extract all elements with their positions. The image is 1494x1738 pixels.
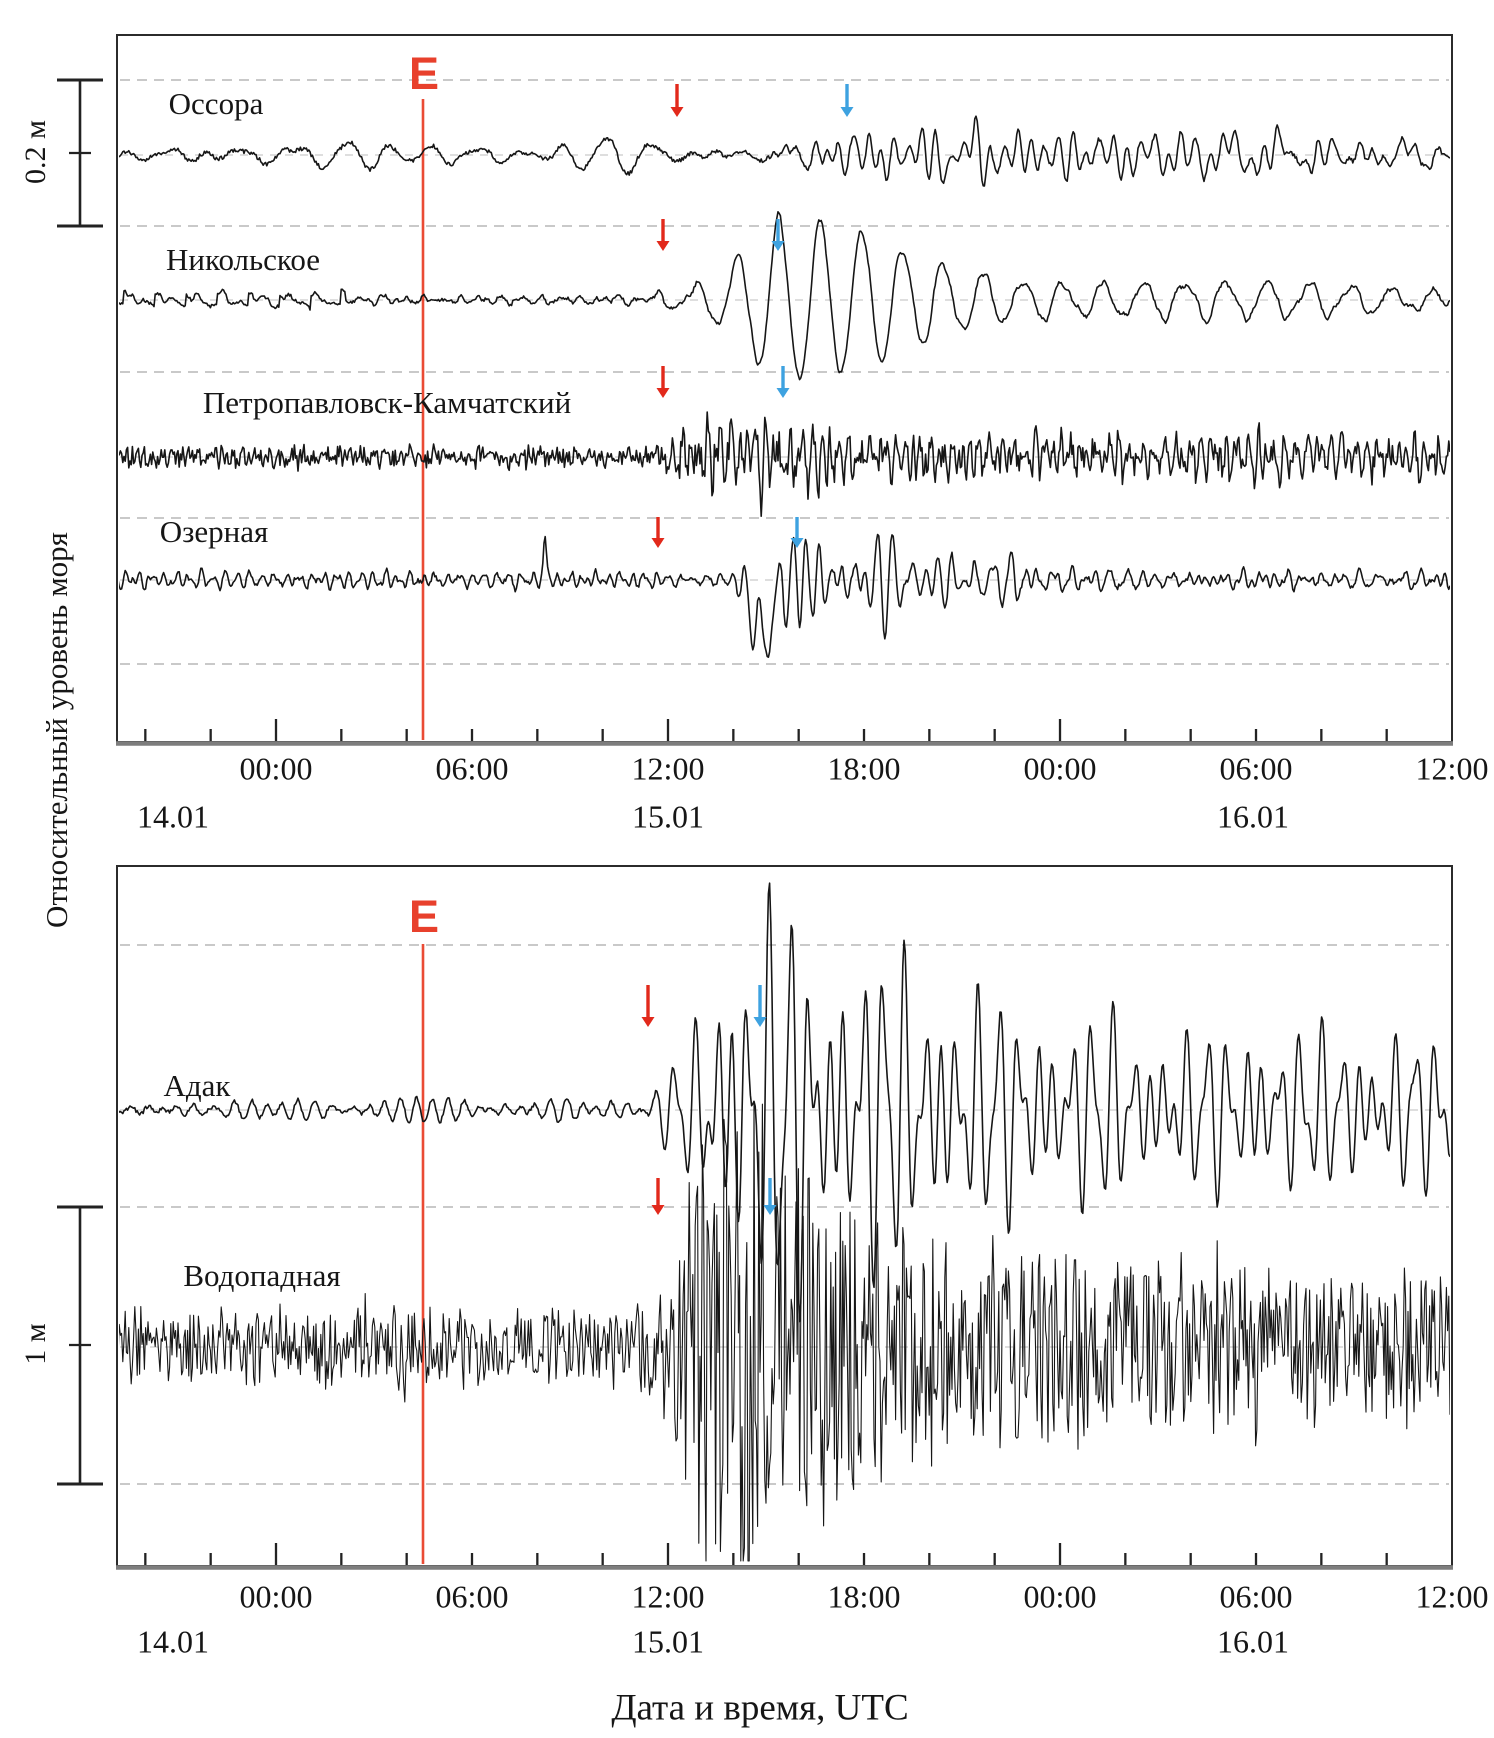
blue-arrow-adak (753, 985, 767, 1027)
date-label: 14.01 (137, 1623, 209, 1660)
blue-arrow-vodopadnaya (763, 1178, 777, 1215)
scale-bar-label-bottom: 1 м (19, 1323, 52, 1365)
time-tick-label: 00:00 (239, 750, 313, 787)
time-tick-label: 06:00 (435, 750, 509, 787)
red-arrow-adak (641, 985, 655, 1027)
panel-0 (57, 34, 1453, 746)
station-label-vodopadnaya: Водопадная (183, 1258, 341, 1293)
time-tick-label: 12:00 (1415, 750, 1489, 787)
blue-arrow-petropavlovsk (776, 366, 790, 398)
time-tick-label: 12:00 (1415, 1578, 1489, 1615)
blue-arrow-nikolskoe (771, 219, 785, 251)
waveform-ossora (119, 115, 1450, 187)
station-label-adak: Адак (163, 1068, 231, 1103)
blue-arrow-ossora (840, 84, 854, 117)
date-label: 16.01 (1217, 1623, 1289, 1660)
earthquake-marker-label-top: E (408, 48, 440, 99)
time-tick-label: 06:00 (435, 1578, 509, 1615)
scale-bar (57, 78, 103, 228)
red-arrow-ossora (670, 84, 684, 117)
waveform-ozernaya (119, 533, 1450, 658)
waveform-petropavlovsk (119, 411, 1450, 517)
time-tick-label: 06:00 (1219, 750, 1293, 787)
panel-1 (57, 865, 1453, 1570)
blue-arrow-ozernaya (790, 517, 804, 548)
scale-bar-label-top: 0.2 м (19, 120, 52, 184)
station-label-nikolskoe: Никольское (165, 242, 321, 277)
red-arrow-petropavlovsk (656, 366, 670, 398)
waveform-adak (119, 882, 1450, 1323)
red-arrow-vodopadnaya (651, 1178, 665, 1215)
time-tick-label: 18:00 (827, 750, 901, 787)
date-label: 15.01 (632, 798, 704, 835)
station-label-petropavlovsk: Петропавловск-Камчатский (202, 385, 572, 420)
date-label: 14.01 (137, 798, 209, 835)
time-tick-label: 18:00 (827, 1578, 901, 1615)
date-label: 16.01 (1217, 798, 1289, 835)
waveform-vodopadnaya (119, 1103, 1450, 1562)
earthquake-marker-label-bottom: E (408, 891, 440, 942)
time-tick-label: 12:00 (631, 1578, 705, 1615)
red-arrow-nikolskoe (656, 219, 670, 251)
time-tick-label: 00:00 (1023, 750, 1097, 787)
time-tick-label: 12:00 (631, 750, 705, 787)
waveform-nikolskoe (119, 211, 1450, 381)
station-label-ossora: Оссора (168, 86, 264, 121)
scale-bar (57, 1205, 103, 1486)
time-tick-label: 06:00 (1219, 1578, 1293, 1615)
y-axis-title: Относительный уровень моря (39, 532, 74, 928)
time-tick-label: 00:00 (239, 1578, 313, 1615)
date-label: 15.01 (632, 1623, 704, 1660)
x-axis-title: Дата и время, UTC (611, 1687, 909, 1729)
time-tick-label: 00:00 (1023, 1578, 1097, 1615)
red-arrow-ozernaya (651, 517, 665, 548)
station-label-ozernaya: Озерная (159, 514, 269, 549)
